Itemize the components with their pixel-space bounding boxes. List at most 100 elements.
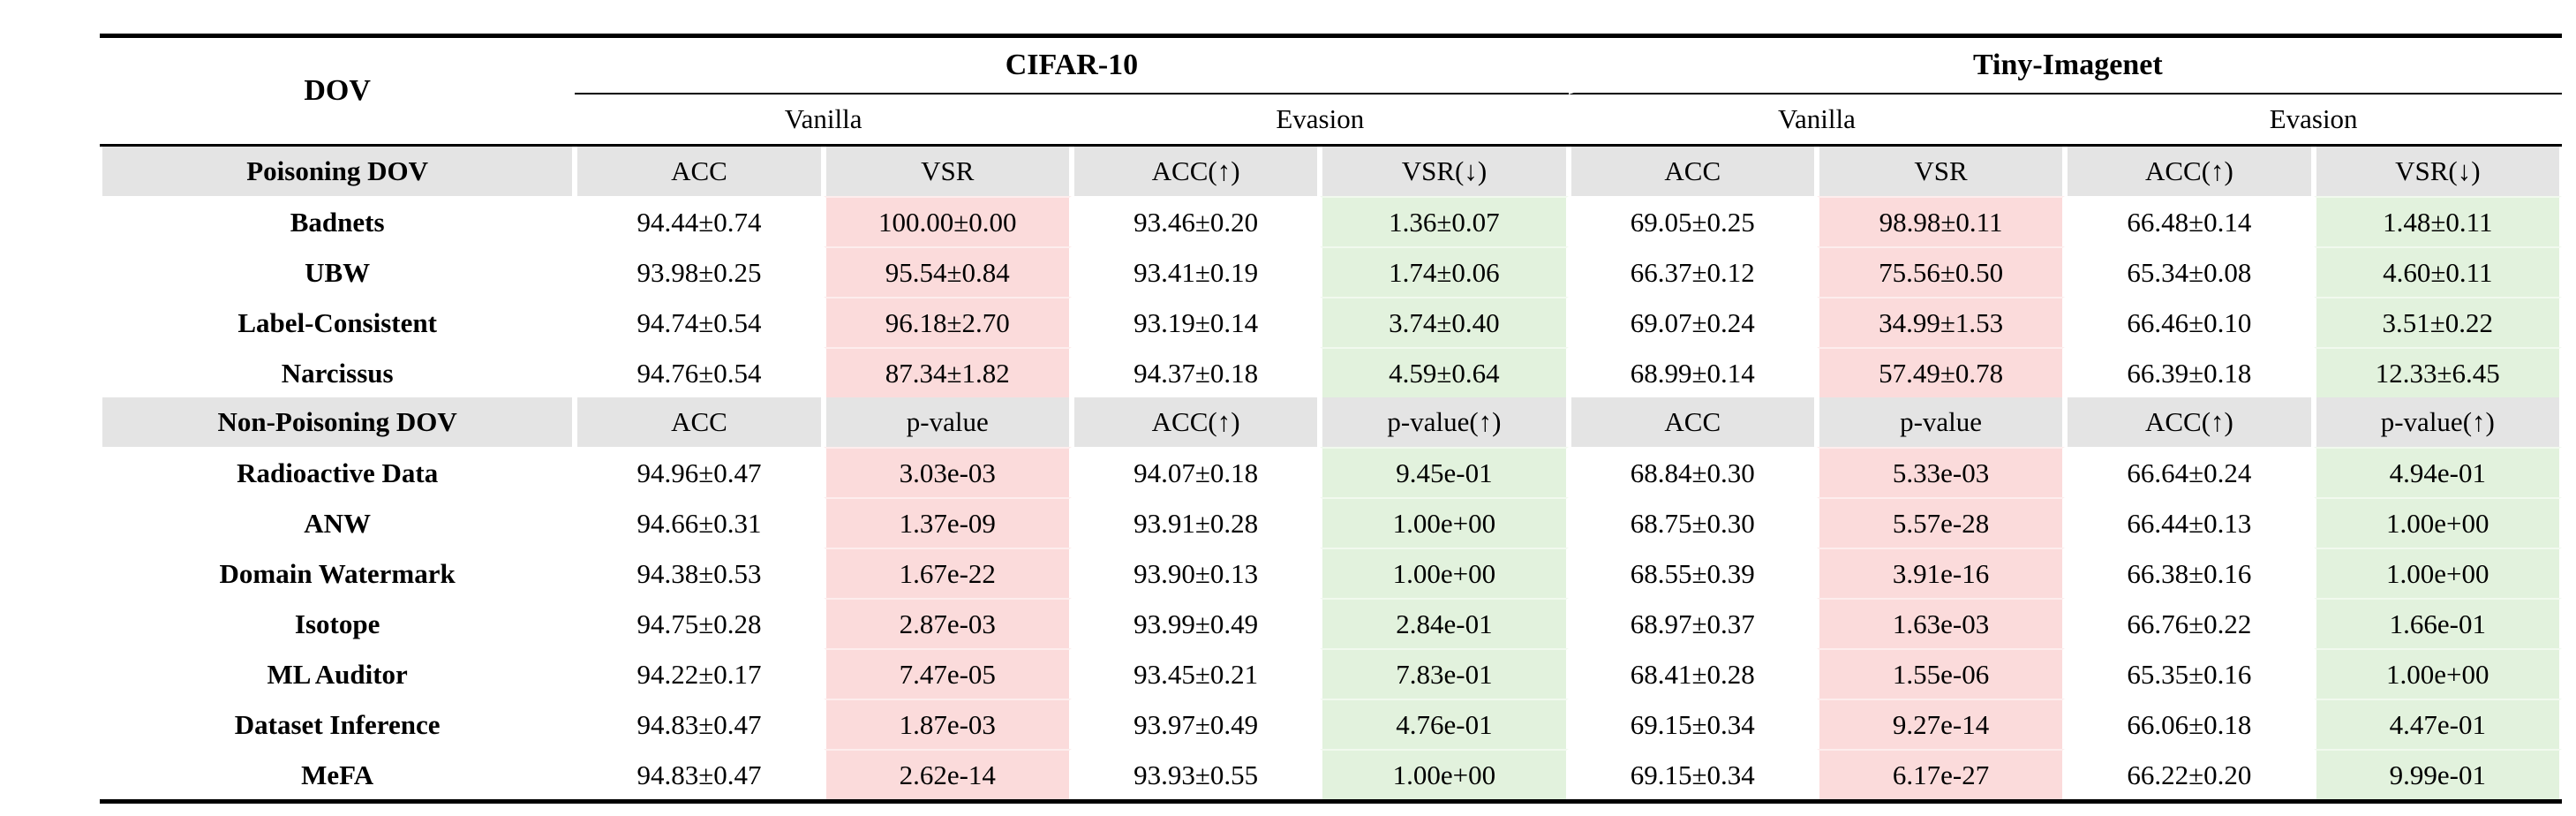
table-row: Radioactive Data 94.96±0.47 3.03e-03 94.07±… — [100, 447, 2562, 497]
dataset-header-tiny-imagenet: Tiny-Imagenet — [1568, 38, 2562, 94]
value-cell: 1.63e-03 — [1816, 598, 2066, 648]
row-label: Isotope — [100, 598, 576, 648]
row-label: Narcissus — [100, 347, 576, 397]
table-row: Domain Watermark 94.38±0.53 1.67e-22 93.90±… — [100, 548, 2562, 598]
value-cell: 69.07±0.24 — [1568, 297, 1817, 347]
value-cell: 69.05±0.25 — [1568, 196, 1817, 246]
section-title: Non-Poisoning DOV — [100, 397, 576, 447]
value-cell: 66.39±0.18 — [2065, 347, 2314, 397]
value-cell: 5.33e-03 — [1816, 447, 2066, 497]
value-cell: 2.84e-01 — [1320, 598, 1569, 648]
value-cell: 57.49±0.78 — [1816, 347, 2066, 397]
value-cell: 94.37±0.18 — [1071, 347, 1321, 397]
value-cell: 1.74±0.06 — [1320, 246, 1569, 297]
value-cell: 66.44±0.13 — [2065, 497, 2314, 548]
row-label: ANW — [100, 497, 576, 548]
value-cell: 1.87e-03 — [823, 699, 1072, 749]
value-cell: 94.76±0.54 — [575, 347, 824, 397]
value-cell: 94.75±0.28 — [575, 598, 824, 648]
value-cell: 68.41±0.28 — [1568, 648, 1817, 699]
value-cell: 98.98±0.11 — [1816, 196, 2066, 246]
column-header: VSR — [1816, 147, 2066, 196]
column-header: p-value(↑) — [1320, 397, 1569, 447]
value-cell: 93.41±0.19 — [1071, 246, 1321, 297]
value-cell: 3.51±0.22 — [2313, 297, 2562, 347]
row-label: Domain Watermark — [100, 548, 576, 598]
value-cell: 9.27e-14 — [1816, 699, 2066, 749]
column-header: ACC(↑) — [2065, 147, 2314, 196]
corner-label-dov: DOV — [100, 38, 576, 147]
setting-header-cifar-evasion: Evasion — [1071, 94, 1569, 147]
value-cell: 66.37±0.12 — [1568, 246, 1817, 297]
value-cell: 66.38±0.16 — [2065, 548, 2314, 598]
table-body: DOV CIFAR-10 Tiny-Imagenet Vanilla Evasi… — [100, 38, 2562, 799]
column-header: p-value — [1816, 397, 2066, 447]
column-header: ACC — [1568, 147, 1817, 196]
column-header: ACC — [1568, 397, 1817, 447]
value-cell: 1.00e+00 — [2313, 648, 2562, 699]
column-header: ACC(↑) — [2065, 397, 2314, 447]
value-cell: 93.97±0.49 — [1071, 699, 1321, 749]
value-cell: 2.62e-14 — [823, 749, 1072, 799]
column-header: p-value(↑) — [2313, 397, 2562, 447]
value-cell: 94.83±0.47 — [575, 699, 824, 749]
table-row: UBW 93.98±0.25 95.54±0.84 93.41±0.19 1.74±0.… — [100, 246, 2562, 297]
value-cell: 94.07±0.18 — [1071, 447, 1321, 497]
value-cell: 93.91±0.28 — [1071, 497, 1321, 548]
value-cell: 75.56±0.50 — [1816, 246, 2066, 297]
value-cell: 66.22±0.20 — [2065, 749, 2314, 799]
value-cell: 3.03e-03 — [823, 447, 1072, 497]
value-cell: 69.15±0.34 — [1568, 699, 1817, 749]
value-cell: 1.00e+00 — [2313, 497, 2562, 548]
value-cell: 7.83e-01 — [1320, 648, 1569, 699]
value-cell: 3.74±0.40 — [1320, 297, 1569, 347]
value-cell: 68.97±0.37 — [1568, 598, 1817, 648]
dataset-header-cifar10: CIFAR-10 — [575, 38, 1569, 94]
table-row: MeFA 94.83±0.47 2.62e-14 93.93±0.55 1.00e+00… — [100, 749, 2562, 799]
value-cell: 1.55e-06 — [1816, 648, 2066, 699]
table-row: Badnets 94.44±0.74 100.00±0.00 93.46±0.20 1.… — [100, 196, 2562, 246]
value-cell: 12.33±6.45 — [2313, 347, 2562, 397]
value-cell: 3.91e-16 — [1816, 548, 2066, 598]
column-header: ACC — [575, 147, 824, 196]
value-cell: 1.66e-01 — [2313, 598, 2562, 648]
value-cell: 93.45±0.21 — [1071, 648, 1321, 699]
dataset-header-row: DOV CIFAR-10 Tiny-Imagenet — [100, 38, 2562, 147]
value-cell: 1.00e+00 — [1320, 548, 1569, 598]
value-cell: 94.83±0.47 — [575, 749, 824, 799]
setting-header-cifar-vanilla: Vanilla — [575, 94, 1072, 147]
table-row: Isotope 94.75±0.28 2.87e-03 93.99±0.49 2.84e… — [100, 598, 2562, 648]
value-cell: 68.84±0.30 — [1568, 447, 1817, 497]
column-header: ACC — [575, 397, 824, 447]
value-cell: 1.00e+00 — [1320, 497, 1569, 548]
setting-header-row: Vanilla Evasion Vanilla Evasion — [100, 94, 2562, 147]
column-header: VSR — [823, 147, 1072, 196]
table-row: Narcissus 94.76±0.54 87.34±1.82 94.37±0.18 4… — [100, 347, 2562, 397]
column-header: VSR(↓) — [2313, 147, 2562, 196]
section-header-row: Poisoning DOV ACC VSR ACC(↑) VSR(↓) ACC VSR ACC… — [100, 147, 2562, 196]
value-cell: 1.67e-22 — [823, 548, 1072, 598]
value-cell: 96.18±2.70 — [823, 297, 1072, 347]
value-cell: 93.93±0.55 — [1071, 749, 1321, 799]
value-cell: 65.34±0.08 — [2065, 246, 2314, 297]
table-row: Label-Consistent 94.74±0.54 96.18±2.70 93.1… — [100, 297, 2562, 347]
value-cell: 68.55±0.39 — [1568, 548, 1817, 598]
value-cell: 66.06±0.18 — [2065, 699, 2314, 749]
table-row: ML Auditor 94.22±0.17 7.47e-05 93.45±0.21 7.… — [100, 648, 2562, 699]
value-cell: 66.64±0.24 — [2065, 447, 2314, 497]
value-cell: 68.75±0.30 — [1568, 497, 1817, 548]
table-row: ANW 94.66±0.31 1.37e-09 93.91±0.28 1.00e+00 6… — [100, 497, 2562, 548]
value-cell: 4.47e-01 — [2313, 699, 2562, 749]
row-label: Label-Consistent — [100, 297, 576, 347]
value-cell: 1.36±0.07 — [1320, 196, 1569, 246]
results-table: DOV CIFAR-10 Tiny-Imagenet Vanilla Evasi… — [100, 34, 2562, 804]
value-cell: 4.94e-01 — [2313, 447, 2562, 497]
row-label: Badnets — [100, 196, 576, 246]
value-cell: 94.44±0.74 — [575, 196, 824, 246]
column-header: ACC(↑) — [1071, 147, 1321, 196]
column-header: p-value — [823, 397, 1072, 447]
value-cell: 100.00±0.00 — [823, 196, 1072, 246]
value-cell: 5.57e-28 — [1816, 497, 2066, 548]
value-cell: 4.59±0.64 — [1320, 347, 1569, 397]
value-cell: 6.17e-27 — [1816, 749, 2066, 799]
